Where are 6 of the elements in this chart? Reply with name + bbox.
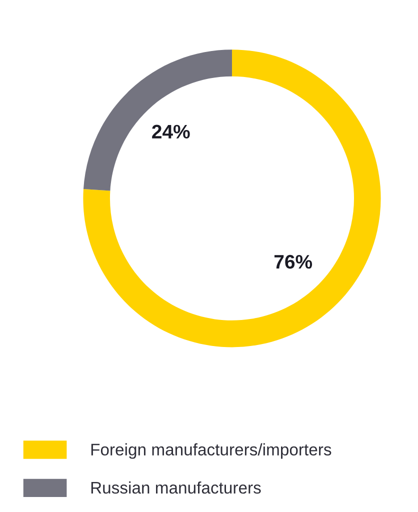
legend-label: Foreign manufacturers/importers bbox=[91, 443, 332, 459]
donut-slice bbox=[83, 50, 381, 348]
data-label: 24% bbox=[152, 124, 190, 138]
legend-label: Russian manufacturers bbox=[91, 481, 261, 494]
donut-slice bbox=[83, 50, 232, 191]
data-label: 76% bbox=[274, 254, 312, 269]
